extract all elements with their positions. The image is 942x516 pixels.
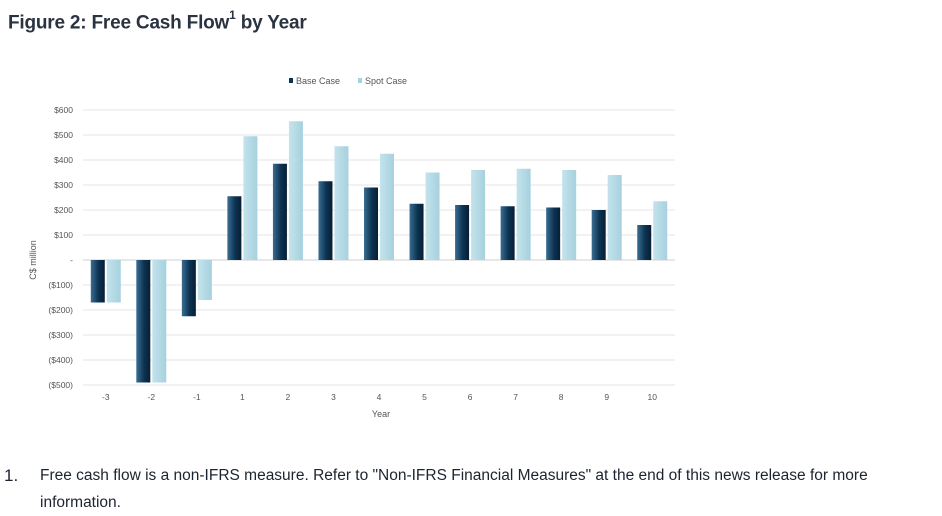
figure-title: Figure 2: Free Cash Flow1 by Year xyxy=(8,8,307,34)
spot-case-bar xyxy=(562,170,577,260)
free-cash-flow-chart: $600 $500 $400 $300 $200 $100 - ($100) ($200) ($3… xyxy=(28,76,675,419)
legend-label-spot-case: Spot Case xyxy=(365,76,407,86)
x-tick-label: 2 xyxy=(286,392,291,402)
base-case-bar xyxy=(318,181,333,260)
legend-swatch-base-case xyxy=(289,78,293,83)
y-tick-label: ($500) xyxy=(48,380,73,390)
base-case-bar xyxy=(136,260,151,383)
base-case-bar xyxy=(455,205,470,260)
spot-case-bar xyxy=(380,153,394,260)
base-case-bar xyxy=(409,203,424,260)
base-case-bar xyxy=(546,207,561,260)
y-tick-label: - xyxy=(70,255,73,265)
x-tick-label: 5 xyxy=(422,392,427,402)
x-tick-label: -3 xyxy=(102,392,110,402)
x-axis-label: Year xyxy=(372,409,390,419)
x-tick-label: 1 xyxy=(240,392,245,402)
y-tick-label: $200 xyxy=(54,205,73,215)
base-case-bar xyxy=(227,196,242,260)
footnote-number: 1. xyxy=(4,466,19,485)
base-case-bar xyxy=(637,225,652,260)
spot-case-bar xyxy=(197,260,212,300)
x-tick-label: 3 xyxy=(331,392,336,402)
x-tick-label: 4 xyxy=(377,392,382,402)
spot-case-bar xyxy=(334,146,349,260)
legend-swatch-spot-case xyxy=(358,78,362,83)
figure-title-main: Figure 2: Free Cash Flow xyxy=(8,12,230,34)
x-tick-label: 8 xyxy=(559,392,564,402)
spot-case-bar xyxy=(425,172,440,260)
x-tick-label: 6 xyxy=(468,392,473,402)
figure-title-footnote-ref: 1 xyxy=(229,8,236,22)
base-case-bar xyxy=(90,260,105,303)
base-case-bar xyxy=(591,210,606,260)
x-tick-label: -1 xyxy=(193,392,201,402)
y-tick-label: $500 xyxy=(54,130,73,140)
y-tick-label: $600 xyxy=(54,105,73,115)
base-case-bar xyxy=(272,163,287,260)
spot-case-bar xyxy=(106,260,121,303)
spot-case-bar xyxy=(607,175,622,260)
base-case-bar xyxy=(364,187,378,260)
legend-label-base-case: Base Case xyxy=(296,76,340,86)
spot-case-bar xyxy=(516,168,531,260)
x-tick-label: 7 xyxy=(513,392,518,402)
x-tick-label: 10 xyxy=(647,392,657,402)
x-tick-label: -2 xyxy=(148,392,156,402)
y-tick-label: ($100) xyxy=(48,280,73,290)
figure-title-tail: by Year xyxy=(235,12,307,34)
y-tick-label: ($200) xyxy=(48,305,73,315)
spot-case-bar xyxy=(471,170,486,260)
chart-container: $600 $500 $400 $300 $200 $100 - ($100) ($200) ($3… xyxy=(0,62,942,432)
base-case-bar xyxy=(181,260,196,317)
spot-case-bar xyxy=(288,121,303,260)
y-tick-label: ($300) xyxy=(48,330,73,340)
y-tick-label: ($400) xyxy=(48,355,73,365)
spot-case-bar xyxy=(243,136,258,260)
y-tick-label: $400 xyxy=(54,155,73,165)
footnote-text: Free cash flow is a non-IFRS measure. Re… xyxy=(40,467,868,511)
y-tick-label: $300 xyxy=(54,180,73,190)
y-axis-label: C$ million xyxy=(28,240,38,280)
spot-case-bar xyxy=(152,260,167,383)
base-case-bar xyxy=(500,206,515,260)
x-tick-label: 9 xyxy=(604,392,609,402)
y-tick-label: $100 xyxy=(54,230,73,240)
spot-case-bar xyxy=(653,201,668,260)
